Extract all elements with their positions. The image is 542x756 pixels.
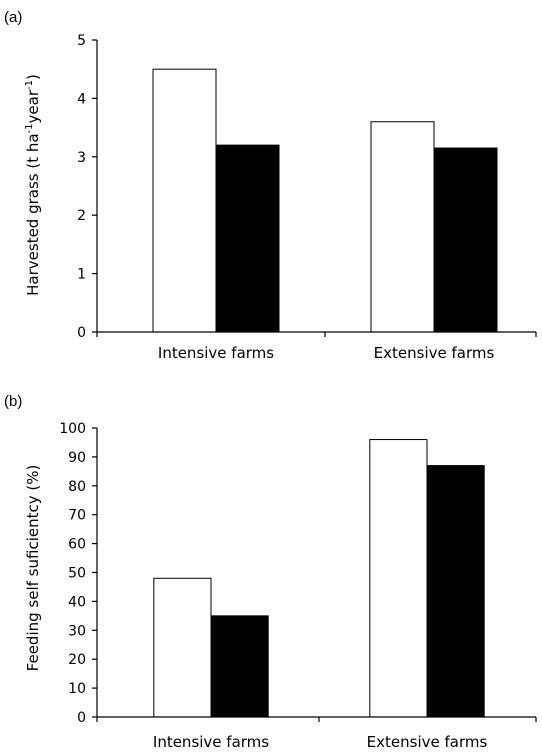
- panel-a-bars: [152, 68, 498, 333]
- y-tick-label: 60: [68, 537, 86, 553]
- chart-panel-b: (b) Feeding self suficientcy (%) 0 10 20 30…: [4, 393, 537, 751]
- y-tick-label: 10: [68, 681, 86, 697]
- panel-a-x-axis: Intensive farms Extensive farms: [96, 331, 537, 362]
- panel-b-bars: [153, 439, 485, 718]
- y-tick-label: 4: [77, 91, 86, 107]
- x-category-label: Intensive farms: [158, 344, 274, 362]
- y-tick-label: 20: [68, 652, 86, 668]
- panel-b-y-axis-title: Feeding self suficientcy (%): [24, 465, 42, 672]
- y-tick-label: 80: [68, 479, 86, 495]
- y-tick-label: 3: [77, 150, 86, 166]
- panel-b-x-axis: Intensive farms Extensive farms: [96, 716, 537, 751]
- panel-a-y-axis: 0 1 2 3 4 5: [77, 33, 98, 341]
- bar-white-intensive: [153, 577, 212, 718]
- bar-black-extensive: [433, 147, 498, 333]
- panel-b-y-axis: 0 10 20 30 40 50 60 70 80 90 100: [59, 421, 98, 726]
- bar-white-intensive: [152, 68, 217, 333]
- panel-a-label: (a): [4, 9, 22, 26]
- y-tick-label: 30: [68, 623, 86, 639]
- chart-panel-a: (a) Harvested grass (t ha-1year-1) 0 1 2 3 4…: [4, 9, 537, 362]
- panel-b-label: (b): [4, 393, 22, 410]
- y-tick-label: 0: [77, 710, 86, 726]
- x-category-label: Intensive farms: [153, 733, 269, 751]
- bar-white-extensive: [369, 439, 428, 718]
- y-tick-label: 40: [68, 594, 86, 610]
- bar-black-intensive: [215, 144, 280, 333]
- y-tick-label: 1: [77, 267, 86, 283]
- x-category-label: Extensive farms: [367, 733, 488, 751]
- bar-white-extensive: [370, 121, 435, 333]
- y-tick-label: 100: [59, 421, 86, 437]
- y-tick-label: 50: [68, 566, 86, 582]
- y-tick-label: 70: [68, 508, 86, 524]
- bar-black-intensive: [210, 615, 269, 718]
- panel-a-y-axis-title: Harvested grass (t ha-1year-1): [24, 74, 42, 296]
- y-tick-label: 90: [68, 450, 86, 466]
- y-tick-label: 0: [77, 325, 86, 341]
- x-category-label: Extensive farms: [374, 344, 495, 362]
- y-tick-label: 5: [77, 33, 86, 49]
- y-tick-label: 2: [77, 208, 86, 224]
- bar-black-extensive: [426, 465, 485, 718]
